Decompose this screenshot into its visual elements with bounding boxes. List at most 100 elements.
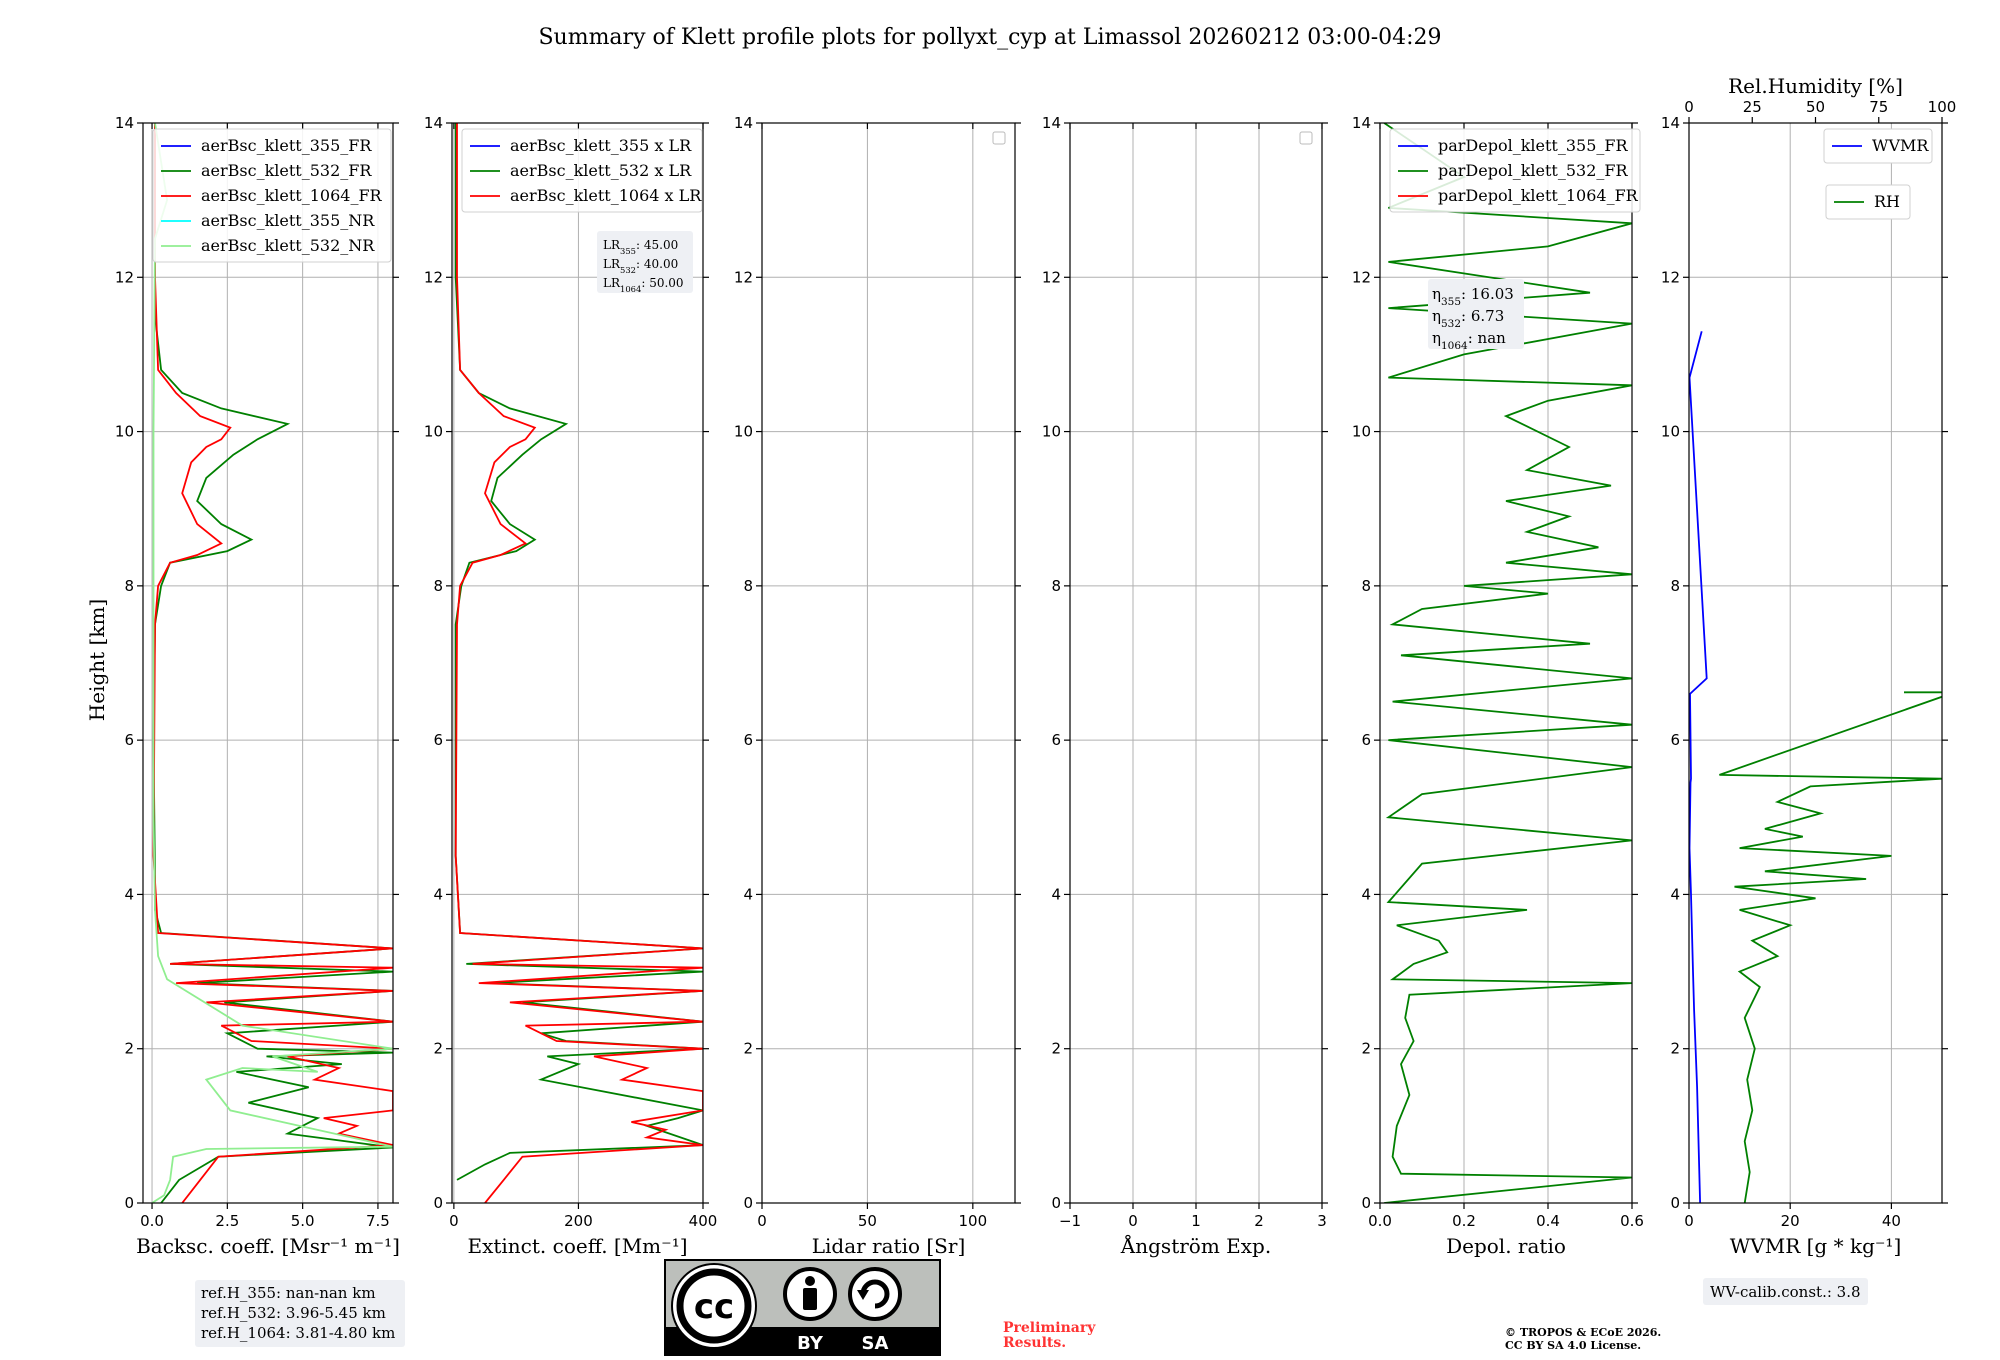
copyright-line-2: CC BY SA 4.0 License. [1505,1339,1641,1352]
lr-value-0: LR355: 45.00 [603,238,678,256]
wv-ytick-label-4: 8 [1670,577,1680,595]
bsc-frame [142,122,394,1204]
wvmr-legend-label: WVMR [1872,136,1929,155]
ang-xtick-label-2: 1 [1191,1212,1201,1230]
ang-ytick-label-4: 8 [1051,577,1061,595]
bsc-xtick-label-0: 0.0 [140,1212,164,1230]
ext-legend-label-1: aerBsc_klett_532 x LR [510,161,692,180]
rh-top-tick-label-1: 25 [1743,98,1762,116]
ext-ytick-label-4: 8 [433,577,443,595]
bsc-ytick-label-0: 0 [124,1194,134,1212]
bsc-ytick-label-6: 12 [115,268,134,286]
lr-ytick-label-0: 0 [743,1194,753,1212]
ang-xtick-label-3: 2 [1254,1212,1264,1230]
panel-depol: 0 2 4 6 8 10 12 14 0.0 0.2 0.4 0.6 Depol. ratio parDe… [1352,114,1644,1258]
wv-frame [1688,122,1943,1204]
wv-series-1 [1719,691,1942,1203]
depol-legend-label-1: parDepol_klett_532_FR [1438,161,1629,180]
ang-xtick-label-4: 3 [1317,1212,1327,1230]
wv-ytick-label-3: 6 [1670,731,1680,749]
bsc-ytick-label-3: 6 [124,731,134,749]
bsc-legend-label-0: aerBsc_klett_355_FR [201,136,372,155]
panel-lr: 0 2 4 6 8 10 12 14 0 50 100 Lidar ratio [Sr] [734,114,1021,1258]
ext-ytick-label-6: 12 [424,268,443,286]
bsc-ytick-label-2: 4 [124,885,134,903]
bsc-ytick-label-4: 8 [124,577,134,595]
depol-xlabel: Depol. ratio [1446,1234,1566,1258]
lr-value-2: LR1064: 50.00 [603,276,684,294]
bsc-legend-label-4: aerBsc_klett_532_NR [201,236,375,255]
ext-xlabel: Extinct. coeff. [Mm⁻¹] [467,1234,687,1258]
sa-icon-arrow [860,1279,890,1309]
ext-series-1 [454,123,703,1203]
ext-xtick-label-0: 0 [449,1212,459,1230]
wv-ytick-label-6: 12 [1661,268,1680,286]
sa-label: SA [862,1333,889,1354]
rh-legend [1825,184,1911,220]
copyright-line-1: © TROPOS & ECoE 2026. [1505,1326,1661,1339]
wv-ytick-label-1: 2 [1670,1040,1680,1058]
ang-ytick-label-0: 0 [1051,1194,1061,1212]
depol-xtick-label-1: 0.2 [1452,1212,1476,1230]
ext-xtick-label-2: 400 [689,1212,718,1230]
ext-legend-label-0: aerBsc_klett_355 x LR [510,136,692,155]
depol-xtick-label-3: 0.6 [1620,1212,1644,1230]
rh-top-tick-label-3: 75 [1869,98,1888,116]
rh-top-tick-label-2: 50 [1806,98,1825,116]
ang-ytick-label-7: 14 [1042,114,1061,132]
bsc-ytick-label-5: 10 [115,423,134,441]
lr-xtick-label-2: 100 [959,1212,988,1230]
sa-icon [848,1267,902,1321]
rh-top-tick-label-0: 0 [1684,98,1694,116]
ext-legend-label-2: aerBsc_klett_1064 x LR [510,186,702,205]
cc-logo-text: cc [694,1287,734,1327]
wvmr-legend [1823,128,1933,164]
depol-ytick-label-2: 4 [1361,885,1371,903]
ext-ytick-label-1: 2 [433,1040,443,1058]
ang-xtick-label-0: −1 [1059,1212,1081,1230]
bsc-xtick-label-2: 5.0 [291,1212,315,1230]
bsc-series-2 [151,123,393,1203]
depol-ytick-label-4: 8 [1361,577,1371,595]
ang-xlabel: Ångström Exp. [1120,1233,1271,1258]
ang-ytick-label-5: 10 [1042,423,1061,441]
rh-legend-label: RH [1874,192,1900,211]
wv-xlabel: WVMR [g * kg⁻¹] [1730,1234,1902,1258]
bsc-ytick-label-7: 14 [115,114,134,132]
chart-title: Summary of Klett profile plots for polly… [538,25,1441,50]
wv-xtick-label-0: 0 [1684,1212,1694,1230]
lr-value-1: LR532: 40.00 [603,257,678,275]
ext-legend [461,128,703,213]
bsc-xtick-label-1: 2.5 [215,1212,239,1230]
wv-ytick-label-0: 0 [1670,1194,1680,1212]
ang-ytick-label-6: 12 [1042,268,1061,286]
calib-box [1703,1278,1868,1305]
wv-ytick-label-7: 14 [1661,114,1680,132]
lr-ytick-label-5: 10 [734,423,753,441]
panel-bsc: 0 2 4 6 8 10 12 14 0.0 2.5 5.0 7.5 Backsc. coeff. [M… [115,114,400,1258]
depol-legend-label-2: parDepol_klett_1064_FR [1438,186,1639,205]
cc-license-badge[interactable]: cc BY SA [664,1259,941,1356]
ref-height-1064: ref.H_1064: 3.81-4.80 km [201,1324,395,1342]
by-icon-head [805,1276,815,1286]
wv-xtick-label-2: 40 [1882,1212,1901,1230]
lr-xtick-label-1: 50 [858,1212,877,1230]
depol-legend [1389,128,1641,213]
by-label: BY [797,1333,824,1354]
bsc-legend [152,128,392,263]
bsc-xlabel: Backsc. coeff. [Msr⁻¹ m⁻¹] [136,1234,400,1258]
ext-ytick-label-7: 14 [424,114,443,132]
ext-ytick-label-2: 4 [433,885,443,903]
ang-ytick-label-3: 6 [1051,731,1061,749]
bsc-legend-label-3: aerBsc_klett_355_NR [201,211,375,230]
lr-ytick-label-1: 2 [743,1040,753,1058]
lr-xlabel: Lidar ratio [Sr] [812,1234,966,1258]
depol-series-0 [1383,123,1632,1203]
bsc-ytick-label-1: 2 [124,1040,134,1058]
wv-ytick-label-5: 10 [1661,423,1680,441]
preliminary-line-2: Results. [1003,1335,1066,1351]
